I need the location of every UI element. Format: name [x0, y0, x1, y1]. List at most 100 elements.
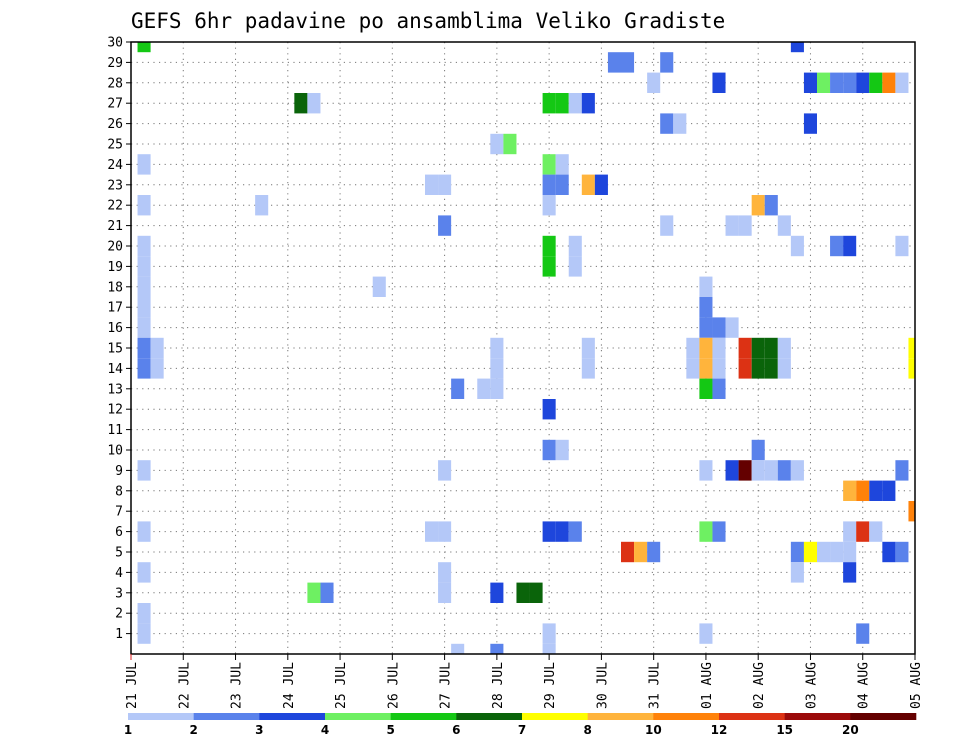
heatmap-cell	[307, 93, 321, 114]
x-tick-label: 27 JUL	[439, 662, 454, 709]
heatmap-cell	[490, 643, 504, 654]
heatmap-cell	[490, 337, 504, 359]
heatmap-cell	[830, 72, 844, 93]
heatmap-cell	[647, 541, 661, 563]
heatmap-cell	[686, 358, 700, 379]
heatmap-cell	[255, 195, 269, 216]
heatmap-cell	[843, 72, 857, 93]
heatmap-cell	[477, 378, 491, 399]
heatmap-cell	[542, 256, 556, 277]
x-tick-label: 28 JUL	[491, 662, 506, 709]
heatmap-cell	[738, 460, 752, 481]
x-tick-label: 02 AUG	[752, 662, 767, 709]
y-tick-label: 4	[115, 566, 123, 581]
heatmap-cell	[372, 276, 386, 297]
heatmap-cell	[777, 460, 791, 481]
heatmap-cell	[856, 521, 870, 542]
colorbar-swatch	[456, 713, 523, 720]
heatmap-cell	[725, 460, 739, 481]
heatmap-cell	[150, 358, 164, 379]
heatmap-cell	[712, 72, 726, 93]
heatmap-cell	[843, 235, 857, 257]
heatmap-cell	[137, 337, 151, 359]
heatmap-cell	[751, 358, 765, 379]
heatmap-cell	[634, 541, 648, 563]
colorbar-label: 1	[124, 723, 132, 737]
colorbar-swatch	[128, 713, 194, 720]
heatmap-cell	[895, 72, 909, 93]
heatmap-cell	[490, 358, 504, 379]
heatmap-cell	[843, 521, 857, 542]
y-axis: 1234567891011121314151617181920212223242…	[107, 36, 131, 642]
heatmap-cell	[869, 480, 883, 501]
colorbar-swatch	[653, 713, 720, 720]
heatmap-cell	[908, 337, 915, 359]
x-tick-label: 24 JUL	[282, 662, 297, 709]
heatmap-cell	[137, 460, 151, 481]
y-tick-label: 12	[107, 403, 123, 418]
heatmap-cell	[686, 337, 700, 359]
heatmap-cell	[137, 603, 151, 624]
x-tick-label: 22 JUL	[177, 662, 192, 709]
heatmap-cell	[790, 42, 804, 53]
x-tick-label: 31 JUL	[648, 662, 663, 709]
heatmap-cell	[137, 276, 151, 297]
heatmap-cell	[908, 358, 915, 379]
x-tick-label: 26 JUL	[386, 662, 401, 709]
y-tick-label: 10	[107, 444, 123, 459]
heatmap-cell	[438, 460, 452, 481]
colorbar-label: 15	[776, 723, 793, 737]
heatmap-cell	[542, 439, 556, 461]
heatmap-cell	[490, 582, 504, 603]
colorbar: 1 2 3 4 5 6 7 8 10 12 15 20	[124, 713, 917, 737]
heatmap-cell	[699, 521, 713, 542]
heatmap-cell	[568, 235, 582, 257]
y-tick-label: 22	[107, 199, 123, 214]
colorbar-label: 4	[321, 723, 329, 737]
heatmap-cell	[712, 337, 726, 359]
heatmap-cell	[699, 337, 713, 359]
heatmap-cell	[542, 195, 556, 216]
y-tick-label: 17	[107, 301, 123, 316]
heatmap-cell	[555, 154, 569, 175]
heatmap-cell	[699, 378, 713, 399]
heatmap-cell	[751, 195, 765, 216]
y-tick-label: 15	[107, 342, 123, 357]
y-tick-label: 18	[107, 280, 123, 295]
heatmap-cell	[621, 52, 635, 73]
heatmap-cell	[660, 215, 674, 236]
heatmap-cell	[777, 358, 791, 379]
colorbar-label: 3	[255, 723, 263, 737]
colorbar-label: 5	[386, 723, 394, 737]
y-tick-label: 26	[107, 117, 123, 132]
y-tick-label: 3	[115, 586, 123, 601]
colorbar-label: 20	[842, 723, 859, 737]
colorbar-swatch	[587, 713, 654, 720]
x-tick-label: 05 AUG	[909, 662, 924, 709]
heatmap-cells	[137, 42, 915, 654]
colorbar-label: 7	[518, 723, 526, 737]
heatmap-cell	[856, 72, 870, 93]
heatmap-cell	[137, 235, 151, 257]
heatmap-cell	[555, 521, 569, 542]
heatmap-cell	[503, 133, 517, 155]
y-tick-label: 30	[107, 36, 123, 51]
colorbar-label: 10	[645, 723, 662, 737]
heatmap-cell	[555, 439, 569, 461]
heatmap-cell	[751, 439, 765, 461]
heatmap-cell	[542, 154, 556, 175]
heatmap-cell	[790, 235, 804, 257]
heatmap-cell	[438, 521, 452, 542]
y-tick-label: 24	[107, 158, 123, 173]
grid	[131, 41, 915, 654]
heatmap-cell	[425, 174, 439, 195]
heatmap-cell	[869, 521, 883, 542]
heatmap-cell	[594, 174, 608, 195]
heatmap-cell	[764, 460, 778, 481]
heatmap-cell	[542, 235, 556, 257]
heatmap-cell	[712, 521, 726, 542]
heatmap-cell	[764, 358, 778, 379]
y-tick-label: 9	[115, 464, 123, 479]
heatmap-cell	[320, 582, 334, 603]
